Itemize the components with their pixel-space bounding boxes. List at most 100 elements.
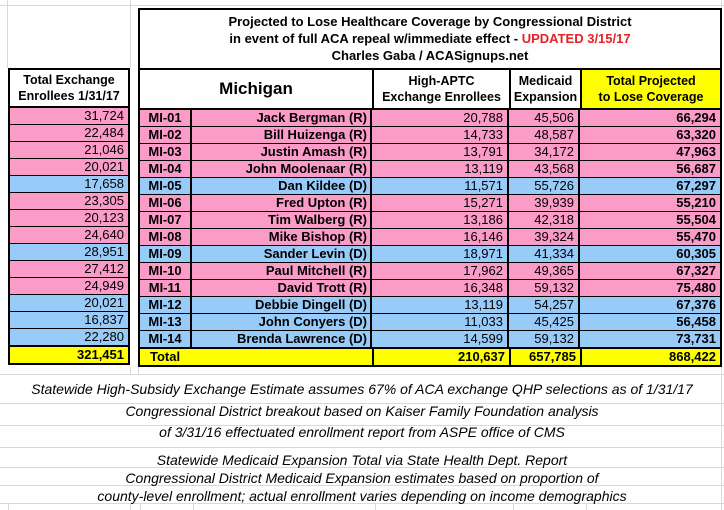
table-row: MI-03 Justin Amash (R) 13,791 34,172 47,963 [140, 144, 720, 161]
rep-name-cell[interactable]: Bill Huizenga (R) [192, 127, 372, 143]
high-aptc-cell[interactable]: 16,348 [372, 280, 509, 296]
exchange-enrollees-cell[interactable]: 16,837 [10, 312, 128, 329]
district-cell[interactable]: MI-01 [140, 110, 192, 126]
medicaid-cell[interactable]: 49,365 [509, 263, 580, 279]
exchange-enrollees-cell[interactable]: 20,021 [10, 159, 128, 176]
exchange-enrollees-cell[interactable]: 22,280 [10, 329, 128, 347]
high-aptc-cell[interactable]: 15,271 [372, 195, 509, 211]
footnote-line: Congressional District Medicaid Expansio… [125, 470, 599, 486]
rep-name-cell[interactable]: Fred Upton (R) [192, 195, 372, 211]
exchange-enrollees-cell[interactable]: 20,021 [10, 295, 128, 312]
rep-name-cell[interactable]: Mike Bishop (R) [192, 229, 372, 245]
total-medicaid-cell[interactable]: 657,785 [511, 349, 582, 365]
total-loss-cell[interactable]: 55,470 [676, 229, 716, 244]
exchange-enrollees-header-cell[interactable]: Total Exchange Enrollees 1/31/17 [10, 70, 128, 108]
exchange-enrollees-cell[interactable]: 28,951 [10, 244, 128, 261]
exchange-enrollees-cell[interactable]: 31,724 [10, 108, 128, 125]
rep-name-cell[interactable]: Jack Bergman (R) [192, 110, 372, 126]
medicaid-cell[interactable]: 39,324 [509, 229, 580, 245]
medicaid-header-cell[interactable]: Medicaid Expansion [511, 70, 582, 108]
high-aptc-cell[interactable]: 11,571 [372, 178, 509, 194]
exchange-enrollees-cell[interactable]: 24,949 [10, 278, 128, 295]
rep-name-cell[interactable]: John Moolenaar (R) [192, 161, 372, 177]
high-aptc-cell[interactable]: 14,599 [372, 331, 509, 347]
rep-name-cell[interactable]: Paul Mitchell (R) [192, 263, 372, 279]
total-loss-header-cell[interactable]: Total Projected to Lose Coverage [582, 70, 720, 108]
column-header-row: Michigan High-APTC Exchange Enrollees Me… [140, 70, 720, 110]
total-loss-cell[interactable]: 67,327 [676, 263, 716, 278]
district-cell[interactable]: MI-11 [140, 280, 192, 296]
state-header-cell[interactable]: Michigan [140, 70, 374, 108]
total-loss-cell[interactable]: 67,376 [676, 297, 716, 312]
high-aptc-cell[interactable]: 11,033 [372, 314, 509, 330]
medicaid-cell[interactable]: 45,425 [509, 314, 580, 330]
rep-name-cell[interactable]: Debbie Dingell (D) [192, 297, 372, 313]
rep-name-cell[interactable]: David Trott (R) [192, 280, 372, 296]
high-aptc-cell[interactable]: 13,186 [372, 212, 509, 228]
exchange-enrollees-cell[interactable]: 24,640 [10, 227, 128, 244]
rep-name-cell[interactable]: Tim Walberg (R) [192, 212, 372, 228]
medicaid-cell[interactable]: 39,939 [509, 195, 580, 211]
exchange-enrollees-cell[interactable]: 23,305 [10, 193, 128, 210]
exchange-enrollees-cell[interactable]: 22,484 [10, 125, 128, 142]
total-loss-cell[interactable]: 67,297 [676, 178, 716, 193]
high-aptc-header-cell[interactable]: High-APTC Exchange Enrollees [374, 70, 511, 108]
total-loss-cell[interactable]: 47,963 [676, 144, 716, 159]
high-aptc-cell[interactable]: 17,962 [372, 263, 509, 279]
total-high-aptc-cell[interactable]: 210,637 [374, 349, 511, 365]
district-cell[interactable]: MI-09 [140, 246, 192, 262]
district-cell[interactable]: MI-02 [140, 127, 192, 143]
medicaid-cell[interactable]: 41,334 [509, 246, 580, 262]
medicaid-cell[interactable]: 55,726 [509, 178, 580, 194]
district-cell[interactable]: MI-03 [140, 144, 192, 160]
total-loss-cell[interactable]: 55,210 [676, 195, 716, 210]
total-loss-cell[interactable]: 56,458 [676, 314, 716, 329]
medicaid-cell[interactable]: 59,132 [509, 280, 580, 296]
footnote-line: of 3/31/16 effectuated enrollment report… [159, 424, 565, 440]
district-cell[interactable]: MI-10 [140, 263, 192, 279]
district-cell[interactable]: MI-06 [140, 195, 192, 211]
district-cell[interactable]: MI-08 [140, 229, 192, 245]
exchange-enrollees-cell[interactable]: 27,412 [10, 261, 128, 278]
total-loss-cell[interactable]: 63,320 [676, 127, 716, 142]
total-loss-cell[interactable]: 73,731 [676, 331, 716, 346]
high-aptc-cell[interactable]: 14,733 [372, 127, 509, 143]
high-aptc-cell[interactable]: 20,788 [372, 110, 509, 126]
total-loss-cell[interactable]: 56,687 [676, 161, 716, 176]
exchange-enrollees-cell[interactable]: 21,046 [10, 142, 128, 159]
high-aptc-cell[interactable]: 16,146 [372, 229, 509, 245]
total-loss-cell[interactable]: 60,305 [676, 246, 716, 261]
medicaid-cell[interactable]: 59,132 [509, 331, 580, 347]
high-aptc-cell[interactable]: 13,119 [372, 161, 509, 177]
district-cell[interactable]: MI-07 [140, 212, 192, 228]
high-aptc-cell[interactable]: 13,791 [372, 144, 509, 160]
total-label-cell[interactable]: Total [140, 349, 374, 365]
district-cell[interactable]: MI-04 [140, 161, 192, 177]
district-cell[interactable]: MI-12 [140, 297, 192, 313]
medicaid-cell[interactable]: 42,318 [509, 212, 580, 228]
rep-name-cell[interactable]: Justin Amash (R) [192, 144, 372, 160]
total-loss-cell[interactable]: 75,480 [676, 280, 716, 295]
total-loss-total-cell[interactable]: 868,422 [669, 349, 716, 364]
medicaid-cell[interactable]: 54,257 [509, 297, 580, 313]
medicaid-cell[interactable]: 48,587 [509, 127, 580, 143]
district-cell[interactable]: MI-14 [140, 331, 192, 347]
high-aptc-cell[interactable]: 13,119 [372, 297, 509, 313]
total-loss-cell[interactable]: 66,294 [676, 110, 716, 125]
rep-name-cell[interactable]: Sander Levin (D) [192, 246, 372, 262]
district-cell[interactable]: MI-05 [140, 178, 192, 194]
medicaid-cell[interactable]: 34,172 [509, 144, 580, 160]
table-row: MI-10 Paul Mitchell (R) 17,962 49,365 67,327 [140, 263, 720, 280]
exchange-enrollees-cell[interactable]: 17,658 [10, 176, 128, 193]
high-aptc-cell[interactable]: 18,971 [372, 246, 509, 262]
table-title-cell[interactable]: Projected to Lose Healthcare Coverage by… [140, 10, 720, 70]
exchange-enrollees-cell[interactable]: 20,123 [10, 210, 128, 227]
rep-name-cell[interactable]: John Conyers (D) [192, 314, 372, 330]
medicaid-cell[interactable]: 45,506 [509, 110, 580, 126]
rep-name-cell[interactable]: Dan Kildee (D) [192, 178, 372, 194]
rep-name-cell[interactable]: Brenda Lawrence (D) [192, 331, 372, 347]
medicaid-cell[interactable]: 43,568 [509, 161, 580, 177]
district-cell[interactable]: MI-13 [140, 314, 192, 330]
exchange-enrollees-total-cell[interactable]: 321,451 [10, 347, 128, 363]
total-loss-cell[interactable]: 55,504 [676, 212, 716, 227]
